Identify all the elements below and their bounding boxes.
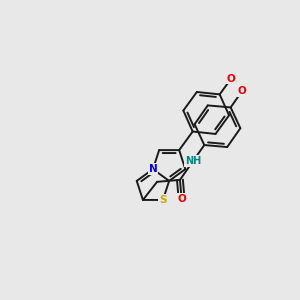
Text: O: O — [177, 194, 186, 204]
Text: NH: NH — [185, 156, 201, 166]
Text: O: O — [227, 74, 236, 84]
Text: S: S — [159, 195, 167, 205]
Text: N: N — [148, 164, 157, 174]
Text: O: O — [238, 86, 246, 96]
